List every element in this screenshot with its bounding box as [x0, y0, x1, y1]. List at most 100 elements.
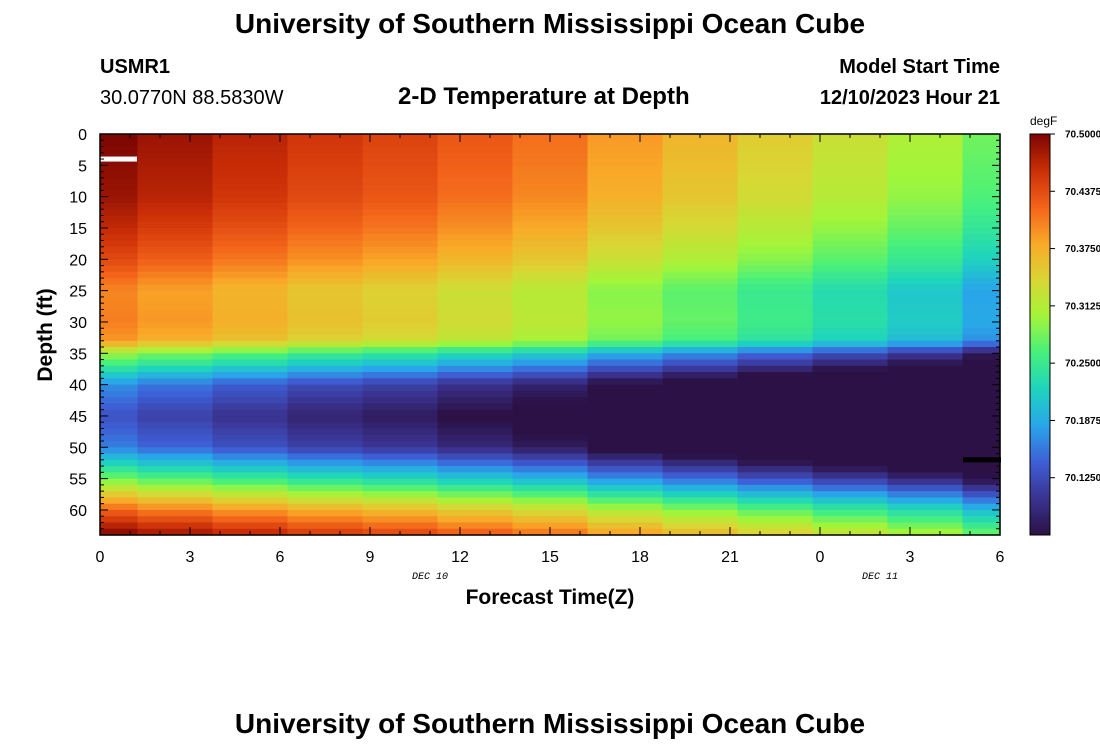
heatmap-cell: [962, 516, 1001, 524]
heatmap-cell: [812, 221, 889, 229]
heatmap-cell: [512, 253, 589, 260]
heatmap-cell: [737, 522, 814, 530]
heatmap-cell: [662, 152, 739, 160]
heatmap-cell: [100, 478, 139, 486]
heatmap-cell: [512, 234, 589, 242]
heatmap-cell: [437, 478, 514, 486]
heatmap-cell: [962, 491, 1001, 499]
heatmap-cell: [887, 466, 964, 473]
heatmap-cell: [362, 259, 439, 267]
heatmap-cell: [737, 441, 814, 448]
heatmap-cell: [887, 303, 964, 311]
heatmap-cell: [962, 328, 1001, 336]
heatmap-cell: [737, 491, 814, 499]
heatmap-cell: [737, 478, 814, 486]
heatmap-cell: [362, 246, 439, 254]
heatmap-cell: [362, 491, 439, 499]
heatmap-cell: [437, 522, 514, 530]
heatmap-cell: [287, 497, 364, 505]
heatmap-cell: [212, 516, 289, 524]
x-tick-label: 21: [721, 549, 739, 566]
heatmap-cell: [287, 522, 364, 530]
heatmap-cell: [887, 390, 964, 398]
heatmap-cell: [587, 134, 664, 141]
heatmap-cell: [887, 196, 964, 204]
heatmap-cell: [812, 347, 889, 354]
heatmap-cell: [137, 134, 214, 141]
heatmap-cell: [812, 328, 889, 336]
heatmap-cell: [137, 378, 214, 386]
heatmap-cell: [812, 447, 889, 455]
heatmap-cell: [287, 472, 364, 480]
heatmap-cell: [587, 184, 664, 191]
heatmap-cell: [100, 466, 139, 473]
heatmap-cell: [437, 259, 514, 267]
heatmap-cell: [437, 491, 514, 499]
heatmap-cell: [737, 140, 814, 148]
heatmap-cell: [962, 428, 1001, 436]
heatmap-cell: [100, 271, 139, 279]
heatmap-cell: [512, 340, 589, 348]
depth-marker: [963, 457, 1001, 463]
heatmap-cell: [662, 265, 739, 273]
heatmap-cell: [887, 428, 964, 436]
model-start-label: Model Start Time: [839, 56, 1000, 78]
heatmap-cell: [137, 321, 214, 329]
heatmap-cell: [812, 196, 889, 204]
heatmap-cell: [737, 227, 814, 235]
heatmap-cell: [962, 390, 1001, 398]
heatmap-cell: [812, 390, 889, 398]
colorbar-gradient: [1029, 133, 1051, 536]
heatmap-cell: [812, 159, 889, 166]
heatmap-cell: [662, 253, 739, 260]
heatmap-cell: [737, 315, 814, 323]
heatmap-cell: [212, 146, 289, 154]
page-title: University of Southern Mississippi Ocean…: [234, 8, 866, 39]
heatmap-cell: [662, 259, 739, 267]
heatmap-cell: [512, 503, 589, 511]
heatmap-cell: [587, 428, 664, 436]
heatmap-cell: [812, 215, 889, 223]
heatmap-cell: [962, 177, 1001, 185]
heatmap-cell: [137, 434, 214, 442]
heatmap-cell: [812, 503, 889, 511]
heatmap-cell: [737, 459, 814, 467]
heatmap-cell: [512, 221, 589, 229]
heatmap-cell: [512, 152, 589, 160]
heatmap-cell: [212, 265, 289, 273]
heatmap-cell: [962, 253, 1001, 260]
heatmap-cell: [587, 221, 664, 229]
heatmap-cell: [437, 516, 514, 524]
heatmap-cell: [887, 177, 964, 185]
heatmap-cell: [212, 509, 289, 517]
heatmap-cell: [137, 484, 214, 492]
heatmap-cell: [962, 484, 1001, 492]
heatmap-cell: [212, 409, 289, 417]
heatmap-cell: [887, 215, 964, 223]
heatmap-cell: [587, 403, 664, 411]
heatmap-cell: [137, 497, 214, 505]
heatmap-cell: [137, 516, 214, 524]
heatmap-cell: [587, 397, 664, 405]
heatmap-cell: [212, 278, 289, 285]
heatmap-cell: [737, 415, 814, 423]
heatmap-cell: [100, 359, 139, 367]
heatmap-cell: [512, 365, 589, 373]
heatmap-cell: [437, 215, 514, 223]
x-tick-label: 0: [816, 549, 825, 566]
heatmap-cell: [812, 271, 889, 279]
heatmap-cell: [212, 227, 289, 235]
heatmap-cell: [100, 253, 139, 260]
heatmap-cell: [137, 403, 214, 411]
heatmap-cell: [812, 315, 889, 323]
heatmap-cell: [812, 497, 889, 505]
heatmap-cell: [437, 466, 514, 473]
heatmap-cell: [287, 353, 364, 361]
heatmap-cell: [137, 296, 214, 304]
heatmap-cell: [662, 478, 739, 486]
heatmap-cell: [962, 509, 1001, 517]
colorbar-label: 70.2500: [1065, 359, 1100, 370]
heatmap-cell: [812, 491, 889, 499]
heatmap-cell: [287, 240, 364, 248]
heatmap-cell: [287, 359, 364, 367]
